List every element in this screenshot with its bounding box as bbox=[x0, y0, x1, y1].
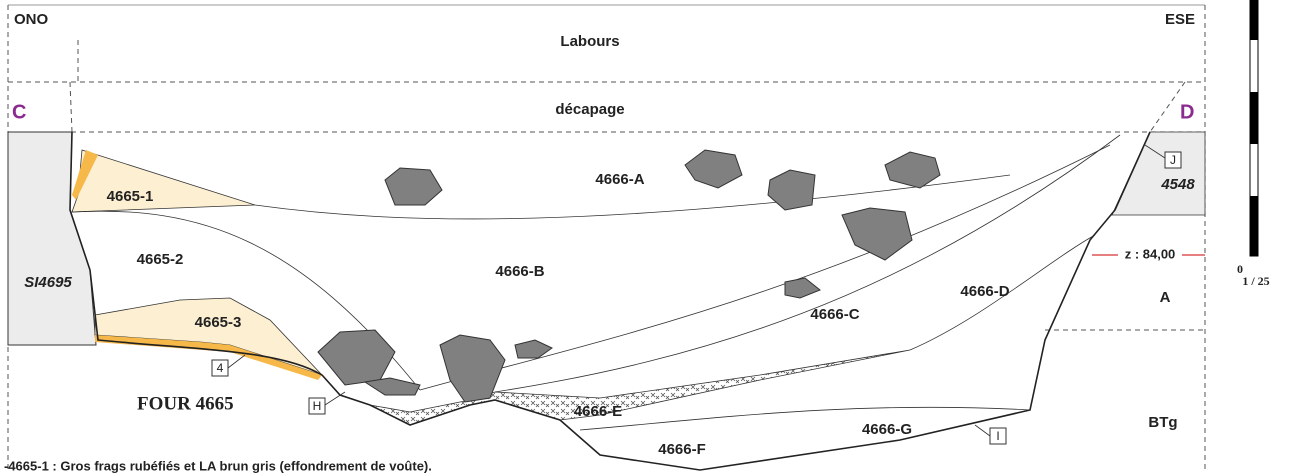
label: 4665-1 bbox=[107, 188, 154, 205]
rocks bbox=[317, 149, 941, 403]
label: 4666-F bbox=[658, 441, 706, 458]
marker: H bbox=[313, 399, 322, 413]
structure-label: FOUR 4665 bbox=[137, 393, 234, 414]
label: C bbox=[12, 101, 26, 123]
label: 4666-A bbox=[595, 171, 644, 188]
marker: J bbox=[1170, 153, 1176, 167]
label: 4666-C bbox=[810, 306, 859, 323]
label: ONO bbox=[14, 11, 49, 28]
label: D bbox=[1180, 101, 1194, 123]
marker-boxes bbox=[211, 144, 1182, 445]
label: 4666-E bbox=[574, 403, 622, 420]
marker: 4 bbox=[217, 361, 224, 375]
label: SI4695 bbox=[24, 274, 72, 291]
label: BTg bbox=[1148, 414, 1177, 431]
marker: I bbox=[996, 429, 999, 443]
caption: -4665-1 : Gros frags rubéfiés et LA brun… bbox=[4, 458, 432, 473]
label: Labours bbox=[560, 33, 619, 50]
scale-label: 0 bbox=[1237, 262, 1243, 276]
label: décapage bbox=[555, 101, 624, 118]
label: 4665-3 bbox=[195, 314, 242, 331]
label: A bbox=[1160, 289, 1171, 306]
scale-label: 1 / 25 bbox=[1242, 274, 1269, 288]
altitude-label: z : 84,00 bbox=[1125, 246, 1176, 261]
label: ESE bbox=[1165, 11, 1195, 28]
label: 4666-B bbox=[495, 263, 544, 280]
frame bbox=[7, 4, 1206, 470]
label: 4666-D bbox=[960, 283, 1009, 300]
label: 4548 bbox=[1160, 176, 1195, 193]
label: 4665-2 bbox=[137, 251, 184, 268]
label: 4666-G bbox=[862, 421, 912, 438]
scale-bar bbox=[1249, 0, 1259, 257]
